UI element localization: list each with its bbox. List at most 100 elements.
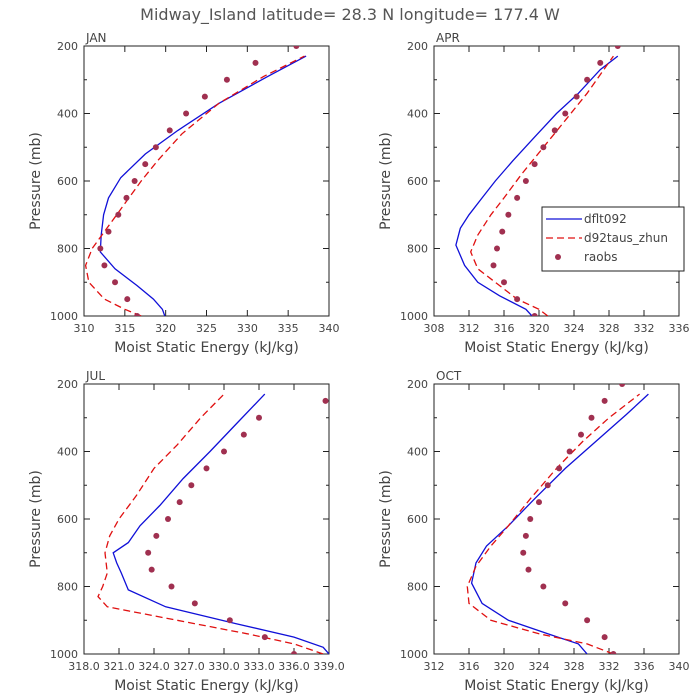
- plot-frame: [83, 383, 330, 655]
- raobs-point: [601, 397, 608, 404]
- raobs-point: [188, 482, 195, 489]
- y-tick-label: 1000: [50, 648, 78, 661]
- x-axis-label: Moist Static Energy (kJ/kg): [464, 678, 649, 694]
- raobs-point: [520, 549, 527, 556]
- series-line-d92taus-zhun: [84, 55, 305, 316]
- y-tick-label: 1000: [50, 310, 78, 323]
- y-tick-label: 800: [407, 581, 428, 594]
- raobs-point: [256, 414, 262, 421]
- y-tick-label: 200: [407, 378, 428, 391]
- raobs-point: [536, 499, 542, 506]
- raobs-point: [168, 583, 175, 590]
- series-line-dflt092: [99, 55, 307, 316]
- legend-box: [541, 206, 685, 272]
- raobs-point: [201, 93, 208, 100]
- raobs-point: [610, 651, 617, 654]
- raobs-point: [291, 651, 297, 654]
- x-tick-label: 336.0: [278, 660, 310, 673]
- x-tick-label: 328: [599, 322, 620, 335]
- raobs-point: [562, 110, 569, 117]
- y-axis-label: Pressure (mb): [378, 132, 394, 230]
- series-group: [466, 347, 660, 654]
- raobs-point: [540, 583, 547, 590]
- y-tick-label: 400: [57, 108, 78, 121]
- y-tick-label: 800: [407, 243, 428, 256]
- raobs-point: [322, 397, 329, 404]
- x-tick-label: 328: [564, 660, 585, 673]
- raobs-point: [142, 161, 149, 168]
- series-line-d92taus-zhun: [469, 55, 614, 316]
- x-tick-label: 312: [459, 322, 480, 335]
- raobs-point: [597, 59, 604, 66]
- raobs-point: [293, 46, 300, 49]
- x-tick-label: 332: [599, 660, 620, 673]
- x-tick-label: 316: [494, 322, 515, 335]
- x-tick-label: 340: [319, 322, 340, 335]
- x-tick-label: 327.0: [173, 660, 205, 673]
- raobs-point: [514, 296, 521, 303]
- raobs-point: [203, 465, 210, 472]
- raobs-point: [573, 93, 580, 100]
- y-tick-label: 200: [57, 378, 78, 391]
- y-tick-label: 600: [57, 175, 78, 188]
- raobs-point: [166, 127, 173, 134]
- raobs-point: [223, 76, 230, 83]
- raobs-point: [490, 262, 497, 269]
- raobs-point: [584, 617, 591, 624]
- x-tick-label: 339.0: [313, 660, 345, 673]
- raobs-point: [145, 549, 152, 556]
- raobs-point: [522, 532, 529, 539]
- series-group: [84, 46, 307, 316]
- raobs-point: [654, 26, 660, 32]
- x-tick-label: 308: [424, 322, 445, 335]
- legend-label: dflt092: [584, 212, 627, 226]
- x-tick-label: 340: [669, 660, 690, 673]
- x-tick-label: 324: [529, 660, 550, 673]
- raobs-point: [578, 431, 584, 438]
- y-tick-label: 200: [57, 40, 78, 53]
- y-tick-label: 1000: [400, 648, 428, 661]
- raobs-point: [619, 384, 626, 387]
- raobs-point: [191, 600, 198, 607]
- raobs-point: [540, 144, 547, 151]
- x-axis-label: Moist Static Energy (kJ/kg): [114, 678, 299, 694]
- panel-jul: JUL 318.0 321.0 324.0 327.0 330.0 333.0 336.0 33…: [28, 369, 345, 694]
- y-axis-label: Pressure (mb): [28, 132, 44, 230]
- raobs-point: [131, 178, 138, 184]
- series-group: [97, 393, 329, 654]
- raobs-point: [112, 279, 119, 286]
- y-tick-label: 400: [407, 446, 428, 459]
- legend-label: d92taus_zhun: [584, 231, 668, 245]
- y-tick-label: 800: [57, 581, 78, 594]
- x-tick-label: 336: [634, 660, 655, 673]
- raobs-point: [588, 414, 595, 421]
- figure-title: Midway_Island latitude= 28.3 N longitude…: [140, 5, 560, 25]
- series-group: [455, 26, 660, 316]
- x-tick-label: 330.0: [208, 660, 240, 673]
- y-axis-label: Pressure (mb): [28, 470, 44, 568]
- raobs-point: [252, 59, 259, 66]
- raobs-point: [505, 211, 512, 218]
- plot-frame: [433, 45, 680, 317]
- series-line-d92taus-zhun: [466, 393, 640, 654]
- x-tick-label: 324.0: [138, 660, 170, 673]
- series-line-d92taus-zhun: [97, 393, 324, 654]
- plot-frame: [83, 45, 330, 317]
- x-tick-label: 325: [196, 322, 217, 335]
- panel-oct: OCT 312 316 320 324 328 332 336 340 200 400 600 800 1…: [378, 347, 690, 694]
- raobs-point: [654, 347, 660, 353]
- panel-label: JUL: [85, 369, 105, 383]
- x-tick-label: 332: [634, 322, 655, 335]
- raobs-point: [176, 499, 183, 506]
- x-axis-label: Moist Static Energy (kJ/kg): [464, 340, 649, 356]
- x-tick-label: 316: [459, 660, 480, 673]
- x-tick-label: 320: [494, 660, 515, 673]
- raobs-point: [601, 634, 608, 641]
- raobs-point: [501, 279, 507, 286]
- panel-label: JAN: [85, 31, 107, 45]
- raobs-point: [152, 144, 159, 151]
- y-tick-label: 400: [57, 446, 78, 459]
- x-tick-label: 335: [278, 322, 299, 335]
